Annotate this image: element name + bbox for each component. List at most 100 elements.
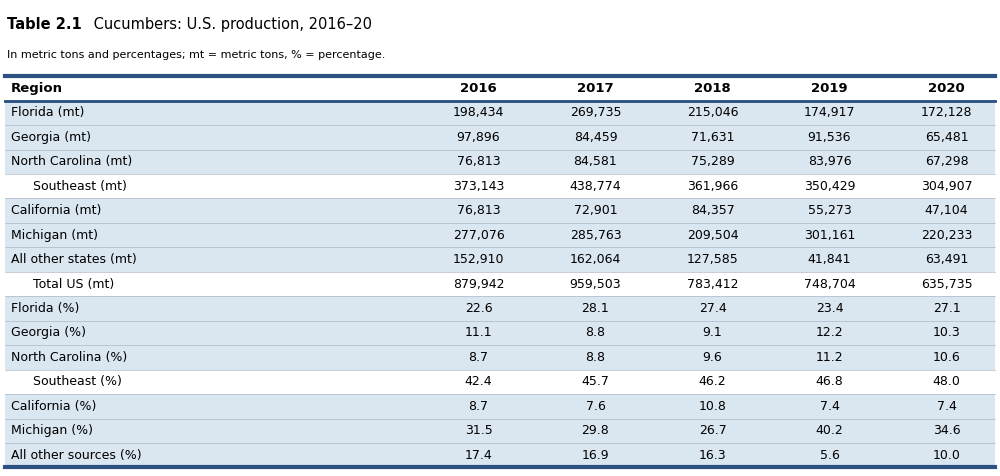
Bar: [5, 174, 995, 198]
Text: 198,434: 198,434: [453, 106, 504, 119]
Text: 84,459: 84,459: [574, 131, 617, 144]
Text: 127,585: 127,585: [687, 253, 738, 266]
Text: North Carolina (%): North Carolina (%): [11, 351, 127, 364]
Text: 350,429: 350,429: [804, 180, 855, 193]
Text: 65,481: 65,481: [925, 131, 968, 144]
Text: 41,841: 41,841: [808, 253, 851, 266]
Text: Total US (mt): Total US (mt): [33, 278, 114, 290]
Text: 46.8: 46.8: [816, 376, 843, 388]
Text: 5.6: 5.6: [820, 449, 839, 462]
Text: 76,813: 76,813: [457, 204, 500, 217]
Text: 285,763: 285,763: [570, 228, 621, 242]
Bar: [5, 198, 995, 223]
Text: Florida (%): Florida (%): [11, 302, 79, 315]
Text: 10.8: 10.8: [699, 400, 726, 413]
Text: 63,491: 63,491: [925, 253, 968, 266]
Text: 72,901: 72,901: [574, 204, 617, 217]
Text: 27.4: 27.4: [699, 302, 726, 315]
Text: 23.4: 23.4: [816, 302, 843, 315]
Bar: [5, 418, 995, 443]
Text: 71,631: 71,631: [691, 131, 734, 144]
Text: Florida (mt): Florida (mt): [11, 106, 84, 119]
Text: 2020: 2020: [928, 82, 965, 95]
Text: 304,907: 304,907: [921, 180, 972, 193]
Text: California (%): California (%): [11, 400, 96, 413]
Text: 8.8: 8.8: [586, 351, 606, 364]
Bar: [5, 223, 995, 248]
Text: 438,774: 438,774: [570, 180, 621, 193]
Text: 9.6: 9.6: [703, 351, 722, 364]
Bar: [5, 125, 995, 149]
Text: 959,503: 959,503: [570, 278, 621, 290]
Text: 879,942: 879,942: [453, 278, 504, 290]
Text: 7.4: 7.4: [820, 400, 839, 413]
Text: 29.8: 29.8: [582, 424, 609, 437]
Text: North Carolina (mt): North Carolina (mt): [11, 155, 132, 168]
Bar: [5, 321, 995, 345]
Bar: [5, 296, 995, 321]
Bar: [5, 100, 995, 125]
Text: Table 2.1: Table 2.1: [7, 17, 82, 32]
Bar: [5, 272, 995, 296]
Text: 28.1: 28.1: [582, 302, 609, 315]
Text: 748,704: 748,704: [804, 278, 855, 290]
Text: All other states (mt): All other states (mt): [11, 253, 137, 266]
Text: 46.2: 46.2: [699, 376, 726, 388]
Bar: [5, 248, 995, 272]
Text: 8.7: 8.7: [468, 400, 488, 413]
Text: 40.2: 40.2: [816, 424, 843, 437]
Text: 47,104: 47,104: [925, 204, 968, 217]
Text: 42.4: 42.4: [465, 376, 492, 388]
Text: 45.7: 45.7: [582, 376, 609, 388]
Text: 11.1: 11.1: [465, 327, 492, 339]
Text: 10.3: 10.3: [933, 327, 960, 339]
Text: 31.5: 31.5: [465, 424, 492, 437]
Text: 8.7: 8.7: [468, 351, 488, 364]
Text: 34.6: 34.6: [933, 424, 960, 437]
Text: 2019: 2019: [811, 82, 848, 95]
Bar: [5, 443, 995, 467]
Text: 26.7: 26.7: [699, 424, 726, 437]
Bar: [5, 345, 995, 369]
Text: 220,233: 220,233: [921, 228, 972, 242]
Text: Georgia (mt): Georgia (mt): [11, 131, 91, 144]
Text: 174,917: 174,917: [804, 106, 855, 119]
Text: 67,298: 67,298: [925, 155, 968, 168]
Text: 361,966: 361,966: [687, 180, 738, 193]
Text: 22.6: 22.6: [465, 302, 492, 315]
Text: Michigan (mt): Michigan (mt): [11, 228, 98, 242]
Text: Region: Region: [11, 82, 63, 95]
Text: 7.4: 7.4: [937, 400, 956, 413]
Text: 84,581: 84,581: [574, 155, 617, 168]
Text: 16.9: 16.9: [582, 449, 609, 462]
Text: 27.1: 27.1: [933, 302, 960, 315]
Text: 2016: 2016: [460, 82, 497, 95]
Text: 209,504: 209,504: [687, 228, 738, 242]
Text: California (mt): California (mt): [11, 204, 101, 217]
Text: 55,273: 55,273: [808, 204, 851, 217]
Text: 83,976: 83,976: [808, 155, 851, 168]
Text: 162,064: 162,064: [570, 253, 621, 266]
Text: All other sources (%): All other sources (%): [11, 449, 142, 462]
Text: 2018: 2018: [694, 82, 731, 95]
Text: 7.6: 7.6: [586, 400, 605, 413]
Text: In metric tons and percentages; mt = metric tons, % = percentage.: In metric tons and percentages; mt = met…: [7, 50, 385, 60]
Text: 48.0: 48.0: [933, 376, 960, 388]
Bar: [5, 369, 995, 394]
Text: 16.3: 16.3: [699, 449, 726, 462]
Bar: [5, 394, 995, 418]
Text: 97,896: 97,896: [457, 131, 500, 144]
Text: 172,128: 172,128: [921, 106, 972, 119]
Text: 269,735: 269,735: [570, 106, 621, 119]
Text: 12.2: 12.2: [816, 327, 843, 339]
Text: 17.4: 17.4: [465, 449, 492, 462]
Text: Cucumbers: U.S. production, 2016–20: Cucumbers: U.S. production, 2016–20: [89, 17, 372, 32]
Text: 215,046: 215,046: [687, 106, 738, 119]
Text: 84,357: 84,357: [691, 204, 734, 217]
Bar: [5, 149, 995, 174]
Text: 783,412: 783,412: [687, 278, 738, 290]
Text: 10.0: 10.0: [933, 449, 960, 462]
Text: 635,735: 635,735: [921, 278, 972, 290]
Text: Southeast (%): Southeast (%): [33, 376, 122, 388]
Text: 301,161: 301,161: [804, 228, 855, 242]
